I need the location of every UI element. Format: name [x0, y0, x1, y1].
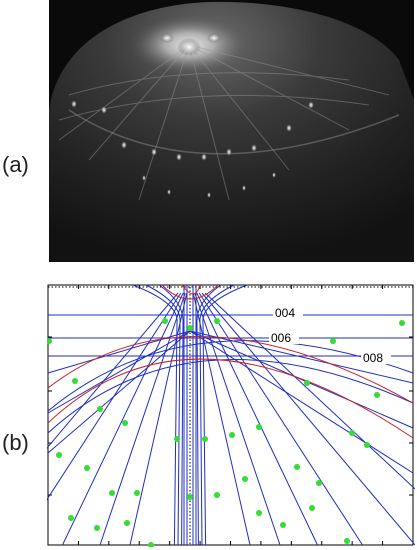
diffraction-spot: [148, 542, 154, 547]
vertical-streak: [132, 284, 178, 546]
diffraction-spot: [256, 510, 262, 516]
diffraction-spot: [256, 424, 262, 430]
vertical-streak: [202, 284, 248, 546]
diffraction-spot: [399, 320, 405, 326]
diffraction-spot: [330, 338, 336, 344]
laue-circle: [47, 358, 414, 439]
diffraction-spot: [124, 520, 130, 526]
diffraction-spot: [349, 430, 355, 436]
diffraction-spot: [72, 378, 78, 384]
diffraction-spot: [56, 452, 62, 458]
diffraction-spot: [214, 318, 220, 324]
oblique-streak: [192, 292, 251, 546]
oblique-streak: [47, 330, 191, 414]
diffraction-spot: [47, 338, 52, 344]
diffraction-spot: [162, 318, 168, 324]
diffraction-simulation: 004 006 008: [47, 283, 415, 547]
diffraction-spot: [134, 490, 140, 496]
diffraction-spot: [94, 525, 100, 531]
diffraction-spot: [309, 505, 315, 511]
laue-circle: [161, 284, 219, 300]
vertical-streak: [196, 284, 222, 546]
diffraction-spot: [122, 420, 128, 426]
oblique-streak: [201, 292, 415, 546]
diffraction-spot: [229, 432, 235, 438]
oblique-streak: [99, 292, 186, 546]
diffraction-spot: [316, 480, 322, 486]
vertical-streak: [158, 284, 184, 546]
oblique-streak: [204, 292, 415, 490]
diffraction-spot: [202, 436, 208, 442]
laue-circle: [47, 336, 414, 404]
diffraction-spot: [68, 515, 74, 521]
curved-streak: [47, 359, 414, 434]
diffraction-spot: [374, 392, 380, 398]
diffraction-spot: [97, 406, 103, 412]
diffraction-spot: [280, 522, 286, 528]
diffraction-spot: [187, 325, 193, 331]
laue-circle: [181, 284, 201, 295]
diffraction-spot: [344, 538, 350, 544]
oblique-streak: [198, 292, 363, 546]
diffraction-spot: [242, 476, 248, 482]
oblique-streak: [62, 292, 184, 546]
label-006: 006: [271, 331, 291, 345]
oblique-streak: [47, 292, 179, 449]
oblique-streak: [47, 330, 191, 454]
diffraction-spot: [214, 492, 220, 498]
diffraction-spot: [174, 436, 180, 442]
rheed-photo: [49, 0, 414, 262]
oblique-streak: [189, 330, 414, 474]
oblique-streak: [47, 292, 182, 501]
plot-frame: [47, 284, 414, 546]
oblique-streak: [196, 292, 318, 546]
diffraction-spot: [294, 464, 300, 470]
panel-label-a: (a): [2, 152, 29, 177]
label-004: 004: [275, 306, 295, 320]
diffraction-spot: [84, 465, 90, 471]
diffraction-spot: [304, 380, 310, 386]
label-008: 008: [363, 351, 383, 365]
diffraction-spot: [187, 494, 193, 500]
panel-label-b: (b): [2, 430, 29, 455]
diffraction-spot: [364, 442, 370, 448]
oblique-streak: [189, 330, 414, 429]
oblique-streak: [189, 330, 414, 384]
diffraction-spot: [109, 490, 115, 496]
curved-streak: [47, 340, 414, 412]
